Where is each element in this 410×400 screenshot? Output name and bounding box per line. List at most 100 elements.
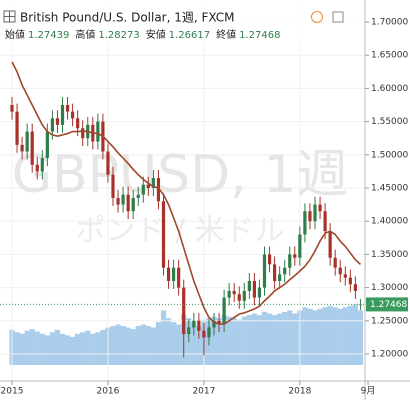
- x-tick-label: 9月: [361, 386, 376, 397]
- volume-bar: [125, 327, 131, 365]
- candle-body: [40, 158, 44, 172]
- x-tick-label: 2017: [192, 387, 215, 397]
- alert-icon[interactable]: [311, 11, 323, 23]
- candle-body: [177, 267, 181, 288]
- candle-body: [192, 320, 196, 328]
- volume-bar: [29, 329, 35, 365]
- header-bg: [0, 0, 364, 44]
- candle-body: [187, 327, 191, 335]
- ohlc-value: 1.27468: [239, 30, 280, 41]
- candle-body: [207, 327, 211, 338]
- volume-bar: [120, 326, 126, 365]
- volume-bar: [241, 316, 247, 365]
- volume-bar: [312, 310, 318, 365]
- volume-bar: [90, 333, 96, 365]
- volume-bar: [246, 315, 252, 365]
- price-label-bg: [366, 297, 408, 312]
- candle-body: [278, 274, 282, 281]
- ohlc-value: 1.27439: [28, 30, 69, 41]
- y-tick-label: 1.30000: [371, 283, 408, 293]
- volume-bar: [256, 315, 263, 365]
- y-tick-label: 1.55000: [371, 117, 408, 127]
- volume-bar: [357, 310, 364, 365]
- volume-bar: [100, 329, 106, 365]
- volume-bar: [287, 310, 293, 365]
- candle-body: [81, 128, 85, 139]
- volume-bar: [115, 324, 121, 365]
- volume-bar: [342, 307, 348, 365]
- ohlc-value: 1.26617: [169, 30, 210, 41]
- y-tick-label: 1.25000: [371, 316, 408, 326]
- volume-bar: [155, 322, 162, 365]
- candle-body: [202, 330, 206, 338]
- volume-bar: [196, 326, 202, 365]
- candle-body: [343, 274, 347, 278]
- candle-body: [273, 264, 277, 281]
- volume-bar: [322, 307, 328, 365]
- candle-body: [333, 257, 337, 268]
- ohlc-value: 1.28273: [98, 30, 139, 41]
- candle-body: [161, 201, 166, 268]
- candle-body: [141, 184, 145, 195]
- candle-body: [25, 131, 29, 152]
- settings-icon[interactable]: [332, 11, 344, 23]
- candle-body: [262, 254, 267, 288]
- volume-bar: [261, 311, 268, 365]
- price-label: 1.27468: [370, 300, 407, 310]
- candle-body: [136, 194, 140, 198]
- candle-body: [257, 287, 262, 298]
- volume-bar: [135, 326, 141, 365]
- volume-bar: [307, 308, 313, 365]
- volume-bar: [39, 333, 45, 365]
- candle-body: [146, 184, 150, 188]
- candle-body: [126, 194, 130, 212]
- volume-bar: [272, 315, 278, 365]
- candle-body: [267, 254, 272, 265]
- volume-bar: [85, 330, 91, 365]
- y-tick-label: 1.35000: [371, 250, 408, 260]
- y-tick-label: 1.20000: [371, 350, 408, 360]
- x-tick-label: 2015: [1, 387, 24, 397]
- y-tick-label: 1.50000: [371, 150, 408, 160]
- x-tick-label: 2016: [96, 387, 119, 397]
- candle-body: [217, 320, 221, 325]
- candle-body: [298, 234, 302, 258]
- candle-body: [242, 290, 246, 301]
- candle-body: [151, 178, 155, 188]
- volume-bar: [277, 313, 283, 365]
- candle-body: [313, 204, 317, 222]
- volume-bar: [211, 316, 217, 365]
- candle-body: [328, 231, 332, 258]
- volume-bar: [140, 324, 146, 365]
- watermark: GBPUSD, 1週: [12, 145, 349, 205]
- volume-bar: [352, 304, 358, 365]
- candle-body: [121, 194, 125, 205]
- volume-bar: [24, 330, 30, 365]
- candle-body: [15, 111, 19, 145]
- candle-body: [303, 211, 307, 235]
- moving-average: [11, 61, 361, 325]
- y-tick-label: 1.70000: [371, 18, 408, 28]
- volume-bar: [171, 322, 177, 365]
- y-tick-label: 1.60000: [371, 84, 408, 94]
- candle-body: [166, 267, 171, 281]
- candle-body: [60, 105, 65, 125]
- volume-bar: [327, 305, 333, 365]
- volume-bar: [64, 335, 71, 365]
- candle-body: [111, 174, 115, 198]
- candle-body: [338, 267, 342, 275]
- candle-body: [172, 267, 176, 281]
- volume-bar: [49, 332, 55, 365]
- candle-body: [35, 164, 39, 172]
- candle-body: [318, 204, 322, 212]
- y-tick-label: 1.45000: [371, 184, 408, 194]
- candle-body: [353, 284, 357, 291]
- candle-body: [323, 211, 327, 232]
- volume-bar: [226, 316, 232, 365]
- watermark-sub: ポンド / 米ドル: [75, 214, 284, 249]
- candle-body: [20, 144, 24, 152]
- candle-body: [288, 254, 292, 268]
- volume-bar: [75, 333, 81, 365]
- volume-bar: [191, 322, 197, 365]
